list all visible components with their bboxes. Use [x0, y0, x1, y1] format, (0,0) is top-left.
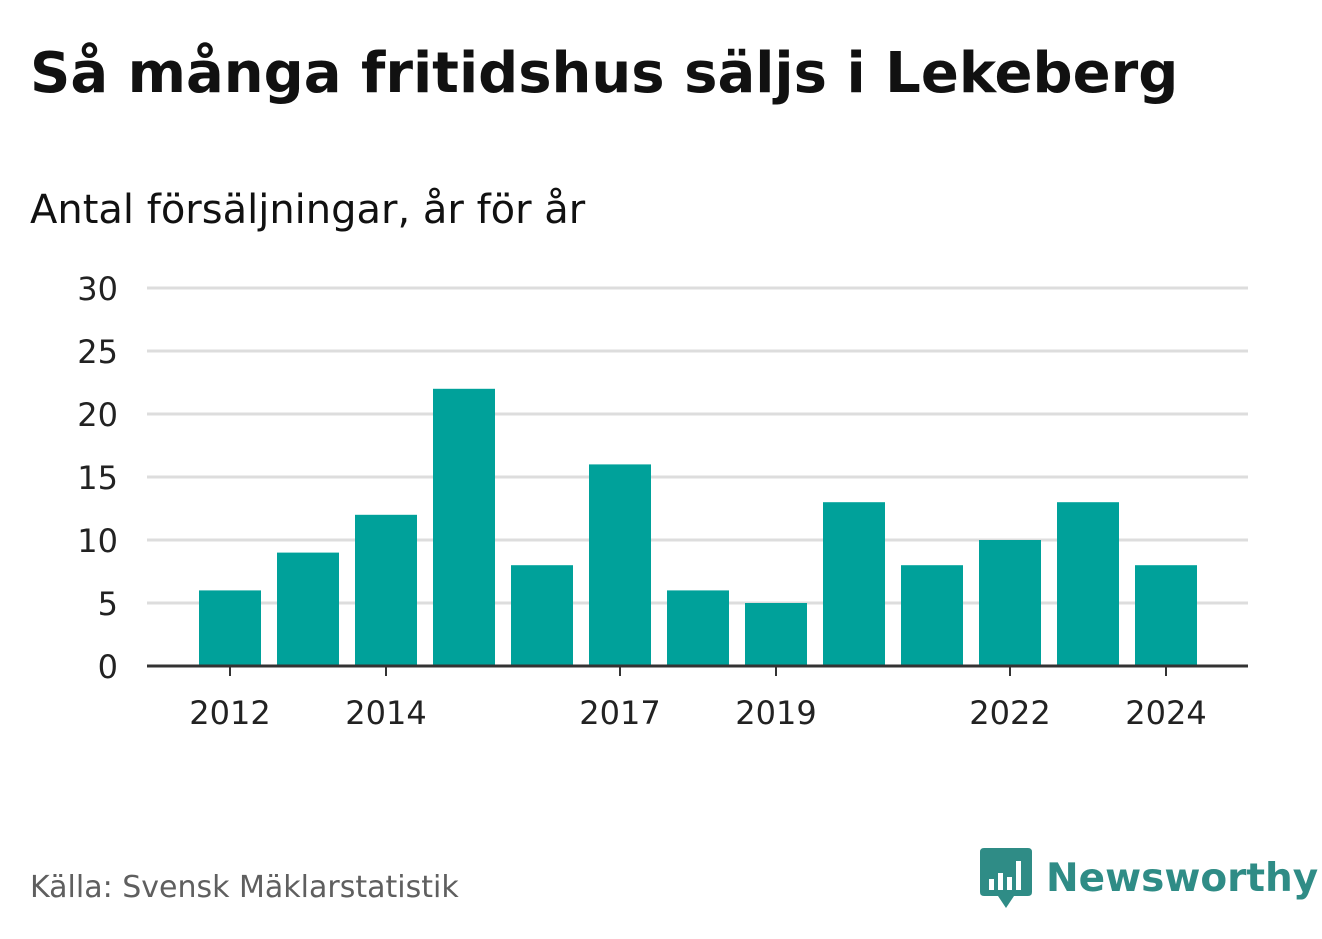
- y-tick-label: 25: [77, 333, 118, 371]
- bar-2013: [277, 552, 339, 666]
- bar-2014: [355, 514, 417, 666]
- bar-2017: [589, 464, 651, 666]
- bar-2020: [823, 502, 885, 666]
- y-tick-label: 30: [77, 270, 118, 308]
- bars: [199, 388, 1197, 666]
- x-axis: [147, 664, 1248, 676]
- chart-subtitle: Antal försäljningar, år för år: [30, 187, 586, 233]
- x-tick-label: 2024: [1125, 694, 1206, 732]
- y-axis-labels: 0 5 10 15 20 25 30: [77, 270, 118, 686]
- y-tick-label: 20: [77, 396, 118, 434]
- x-axis-labels: 2012 2014 2017 2019 2022 2024: [189, 694, 1206, 732]
- y-tick-label: 5: [98, 585, 118, 623]
- bar-2024: [1135, 565, 1197, 666]
- bar-2023: [1057, 502, 1119, 666]
- source-note: Källa: Svensk Mäklarstatistik: [30, 870, 459, 905]
- x-tick-label: 2014: [345, 694, 426, 732]
- x-tick-label: 2017: [579, 694, 660, 732]
- bar-2022: [979, 540, 1041, 666]
- y-tick-label: 0: [98, 648, 118, 686]
- chart-title: Så många fritidshus säljs i Lekeberg: [30, 41, 1179, 106]
- y-tick-label: 15: [77, 459, 118, 497]
- bar-chart-speech-bubble-icon: [980, 848, 1032, 908]
- x-tick-label: 2012: [189, 694, 270, 732]
- bar-2015: [433, 388, 495, 666]
- y-tick-label: 10: [77, 522, 118, 560]
- newsworthy-logo: Newsworthy: [980, 848, 1318, 910]
- bar-2021: [901, 565, 963, 666]
- bar-2012: [199, 590, 261, 666]
- x-tick-label: 2019: [735, 694, 816, 732]
- brand-name: Newsworthy: [1046, 856, 1319, 901]
- x-tick-label: 2022: [969, 694, 1050, 732]
- bar-2019: [745, 603, 807, 666]
- bar-2018: [667, 590, 729, 666]
- bar-2016: [511, 565, 573, 666]
